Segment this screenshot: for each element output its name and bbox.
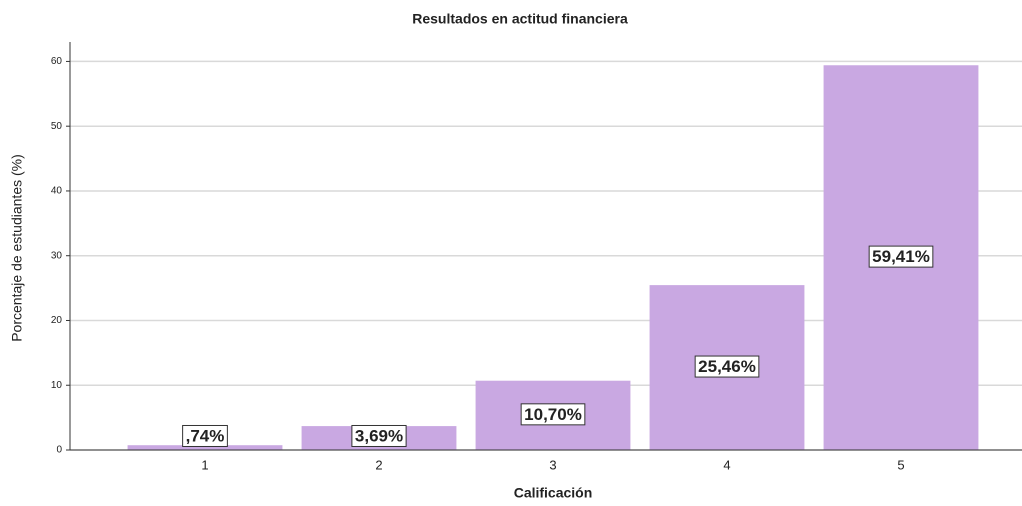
data-label-box — [694, 355, 760, 378]
data-label: 59,41% — [872, 247, 930, 266]
x-tick-label: 2 — [375, 457, 382, 472]
y-tick-label: 30 — [51, 250, 63, 261]
y-tick-label: 10 — [51, 380, 63, 391]
x-tick-label: 5 — [897, 457, 904, 472]
x-tick-label: 1 — [201, 457, 208, 472]
bar — [127, 445, 283, 450]
data-label: 10,70% — [524, 405, 582, 424]
y-tick-label: 60 — [51, 56, 63, 67]
x-axis-label: Calificación — [514, 485, 593, 501]
y-tick-label: 40 — [51, 186, 63, 197]
data-label-box — [868, 245, 934, 268]
x-tick-label: 3 — [549, 457, 556, 472]
data-label: ,74% — [186, 426, 225, 445]
x-tick-label: 4 — [723, 457, 730, 472]
data-label: 25,46% — [698, 357, 756, 376]
chart-title: Resultados en actitud financiera — [412, 11, 628, 27]
data-label-box — [351, 424, 407, 447]
y-axis-label: Porcentaje de estudiantes (%) — [9, 154, 25, 342]
data-label-box — [520, 403, 586, 426]
data-label-box — [182, 424, 228, 447]
data-label: 3,69% — [355, 426, 403, 445]
y-tick-label: 50 — [51, 121, 63, 132]
y-tick-label: 0 — [56, 445, 62, 456]
y-tick-label: 20 — [51, 315, 63, 326]
